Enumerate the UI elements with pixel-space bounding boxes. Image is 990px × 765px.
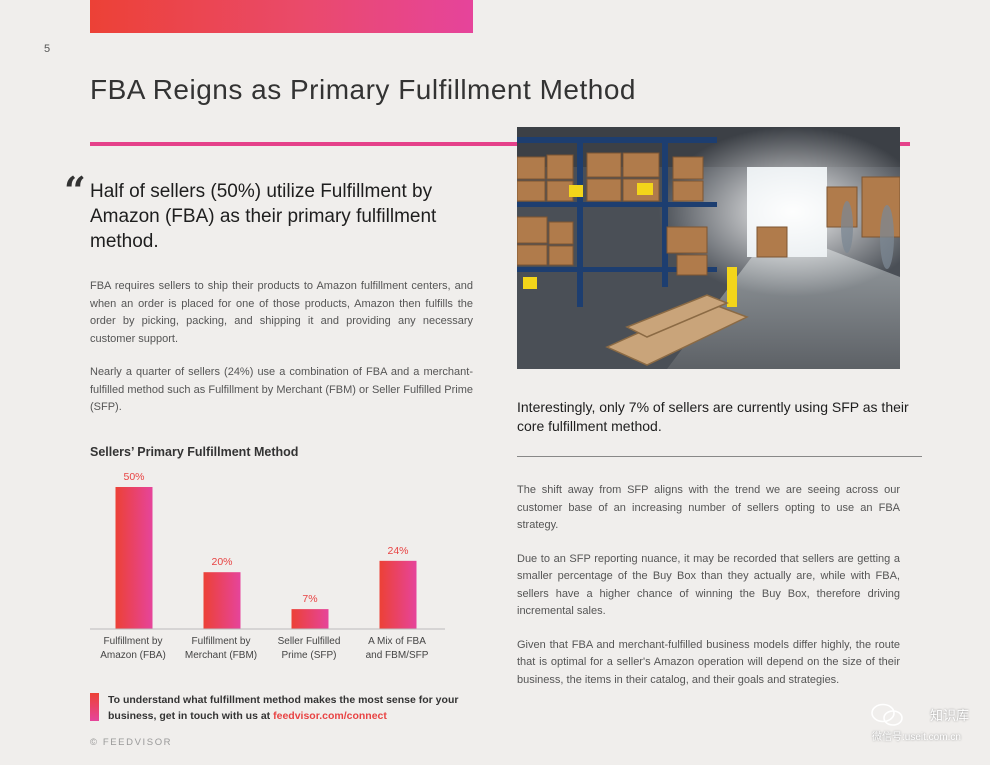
left-body-text: FBA requires sellers to ship their produ… [90,278,473,433]
watermark-name: 知识库 [930,708,970,723]
page-number: 5 [44,43,51,55]
category-label: Amazon (FBA) [100,650,166,661]
watermark-sub: 微信号:useit.com.cn [872,732,961,743]
cta-accent-bar [90,693,99,721]
watermark: 知识库 微信号:useit.com.cn [871,703,970,743]
bar [203,572,241,629]
title-rule [90,142,910,146]
paragraph: Given that FBA and merchant-fulfilled bu… [517,638,900,686]
paragraph: The shift away from SFP aligns with the … [517,484,900,531]
bar-value-label: 50% [123,471,144,483]
sfp-callout: Interestingly, only 7% of sellers are cu… [517,399,909,434]
bar-value-label: 20% [211,556,232,568]
bar-value-label: 7% [302,593,317,605]
fulfillment-bar-chart: 50% Fulfillment by Amazon (FBA) 20% Fulfillm… [90,471,445,661]
paragraph: Due to an SFP reporting nuance, it may b… [517,552,900,618]
wechat-icon [871,703,903,726]
cta-text: To understand what fulfillment method ma… [108,692,488,724]
chart-title: Sellers’ Primary Fulfillment Method [90,445,299,459]
category-label: Seller Fulfilled [278,636,341,647]
footer-copyright: © FEEDVISOR [90,737,173,748]
cta-message: To understand what fulfillment method ma… [108,694,459,722]
category-label: A Mix of FBA [368,636,426,647]
bar [115,487,153,629]
quote-mark-icon: “ [64,168,86,213]
bar [379,560,417,629]
connect-link[interactable]: feedvisor.com/connect [273,710,387,722]
callout-divider [517,456,922,457]
category-label: and FBM/SFP [366,650,429,661]
category-label: Fulfillment by [192,636,251,647]
category-label: Prime (SFP) [282,650,337,661]
bar [291,609,329,629]
bar-value-label: 24% [387,545,408,557]
paragraph: Nearly a quarter of sellers (24%) use a … [90,366,473,413]
warehouse-photo [517,127,900,369]
category-label: Fulfillment by [104,636,163,647]
page-title: FBA Reigns as Primary Fulfillment Method [90,74,636,105]
right-body-text: The shift away from SFP aligns with the … [517,482,900,705]
category-label: Merchant (FBM) [185,650,257,661]
top-accent-bar [90,0,473,33]
paragraph: FBA requires sellers to ship their produ… [90,280,473,345]
pull-quote: Half of sellers (50%) utilize Fulfillmen… [90,181,437,252]
